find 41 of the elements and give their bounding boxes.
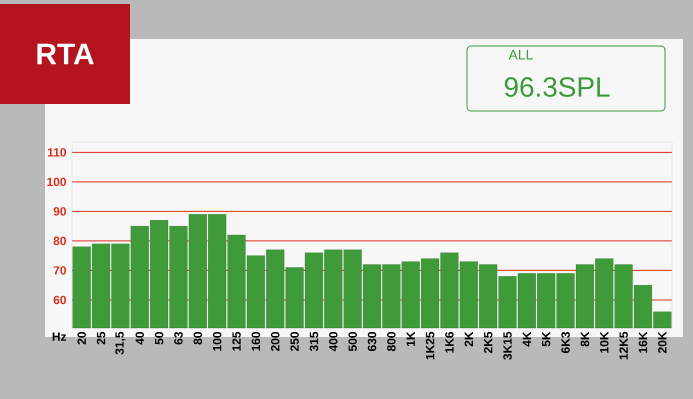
x-tick-label: 40 <box>136 332 144 345</box>
x-tick-label: 800 <box>387 332 396 352</box>
x-tick-label: 400 <box>329 332 338 352</box>
x-tick-label: 315 <box>310 332 318 352</box>
y-tick-label: 110 <box>48 148 66 157</box>
x-tick-label: 1K6 <box>445 332 454 353</box>
x-tick-label: 16K <box>638 332 648 353</box>
x-tick-label: 5K <box>542 332 550 346</box>
x-tick-label: 100 <box>212 332 222 351</box>
x-tick-label: 25 <box>96 332 106 344</box>
x-tick-label: 1K <box>406 332 415 346</box>
y-tick-label: 60 <box>54 296 66 304</box>
x-tick-label: 8K <box>580 332 590 346</box>
x-tick-label: 6K3 <box>561 332 570 354</box>
x-tick-label: 31,5 <box>115 332 126 355</box>
x-tick-label: 2K <box>464 332 473 346</box>
x-tick-label: 200 <box>271 332 280 352</box>
y-tick-label: 100 <box>47 178 66 186</box>
y-tick-label: 80 <box>54 236 66 246</box>
x-axis-title: Hz <box>52 332 66 341</box>
x-tick-label: 10K <box>600 332 608 353</box>
x-tick-label: 1K25 <box>426 332 434 360</box>
x-tick-label: 125 <box>232 332 241 351</box>
x-tick-label: 50 <box>154 332 164 344</box>
x-tick-label: 3K15 <box>503 332 512 360</box>
x-tick-label: 250 <box>290 332 299 352</box>
text: RTA <box>37 44 94 64</box>
x-tick-label: 20 <box>77 332 86 344</box>
x-tick-label: 4K <box>522 332 531 347</box>
x-tick-label: 12K5 <box>619 332 628 360</box>
y-tick-label: 70 <box>54 266 66 275</box>
text: 96.3SPL <box>504 77 610 97</box>
x-tick-label: 80 <box>194 332 202 344</box>
x-tick-label: 630 <box>368 332 376 352</box>
x-tick-label: 20K <box>658 332 667 354</box>
x-tick-label: 63 <box>174 332 183 344</box>
text: ALL <box>508 50 533 60</box>
x-tick-label: 160 <box>252 332 260 351</box>
x-tick-label: 500 <box>348 332 357 352</box>
x-tick-label: 2K5 <box>484 332 492 354</box>
y-tick-label: 90 <box>54 207 66 216</box>
